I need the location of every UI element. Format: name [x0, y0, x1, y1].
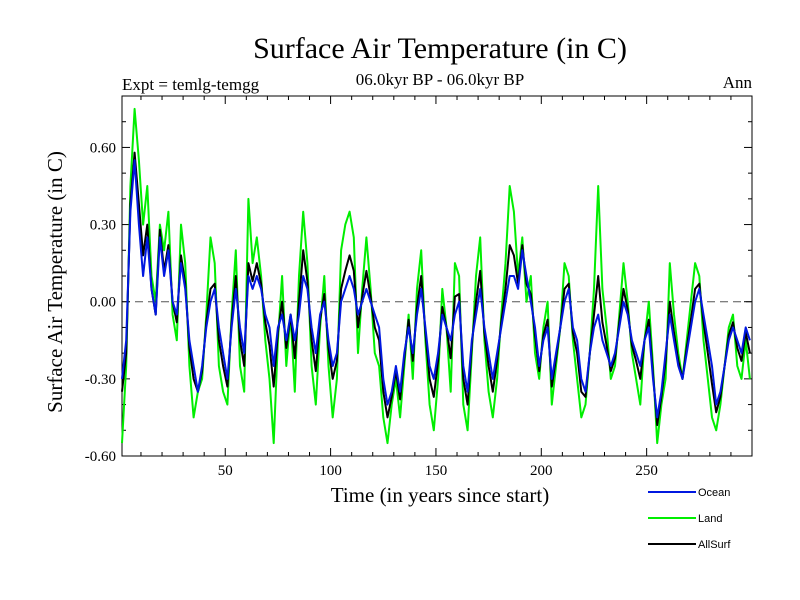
plot-area: 50 100 150 200 250 -0.60 -0.30 0.00 0.30 0.60 [85, 95, 753, 479]
y-tick-label: -0.30 [85, 372, 116, 388]
y-tick-label: 0.60 [90, 140, 116, 156]
period-label: Ann [723, 73, 753, 92]
y-axis-label: Surface Air Temperature (in C) [43, 151, 67, 413]
y-tick-label: 0.00 [90, 295, 116, 311]
legend-label-land: Land [698, 513, 722, 525]
chart-title: Surface Air Temperature (in C) [253, 32, 627, 65]
x-tick-label: 250 [635, 463, 658, 479]
x-tick-label: 50 [218, 463, 233, 479]
x-tick-label: 200 [530, 463, 553, 479]
series-line-land [121, 107, 751, 445]
legend-label-ocean: Ocean [698, 487, 730, 499]
x-tick-label: 150 [425, 463, 448, 479]
legend-label-allsurf: AllSurf [698, 539, 731, 551]
chart-subtitle: 06.0kyr BP - 06.0kyr BP [356, 70, 524, 89]
expt-label: Expt = temlg-temgg [122, 75, 260, 94]
x-axis-label: Time (in years since start) [331, 483, 550, 507]
series-line-ocean [121, 159, 751, 419]
x-tick-label: 100 [319, 463, 342, 479]
y-tick-label: 0.30 [90, 218, 116, 234]
legend: Ocean Land AllSurf [648, 487, 731, 551]
y-tick-label: -0.60 [85, 449, 116, 465]
